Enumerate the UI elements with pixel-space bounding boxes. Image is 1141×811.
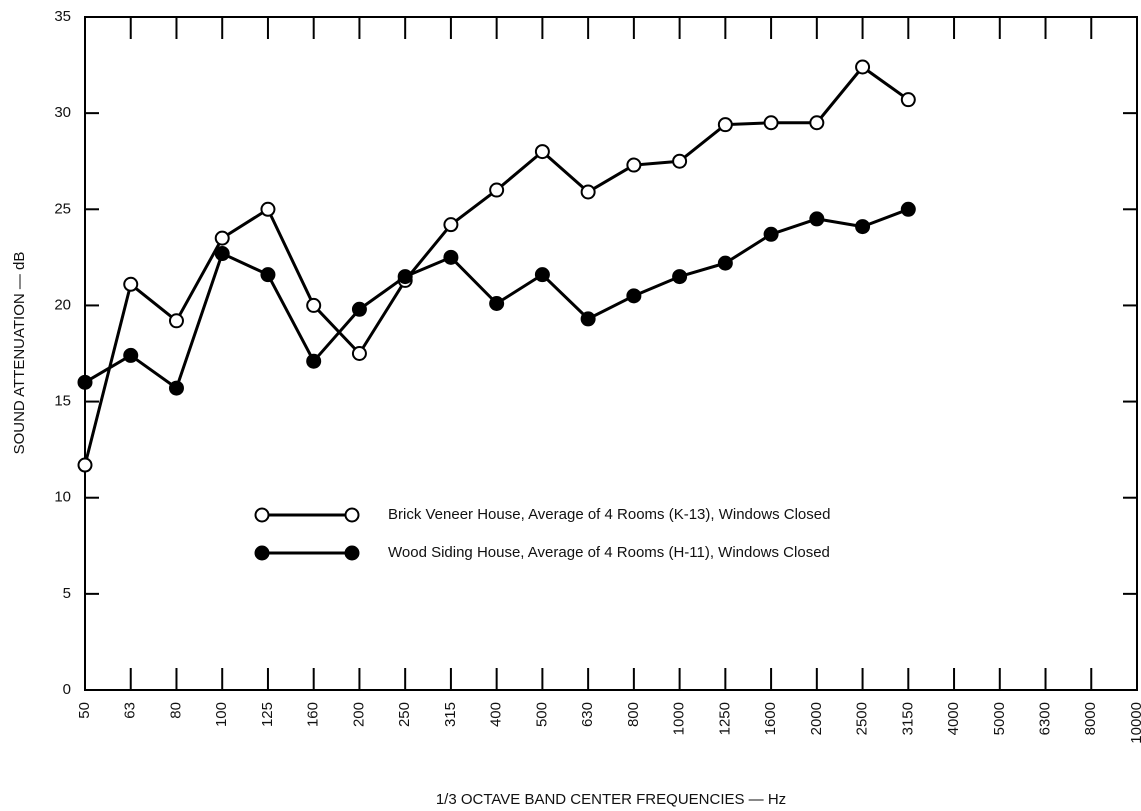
data-point	[489, 296, 505, 312]
legend-marker	[344, 545, 360, 561]
x-tick-label: 500	[533, 702, 550, 727]
x-tick-label: 5000	[991, 702, 1008, 735]
x-tick-label: 80	[167, 702, 184, 719]
data-point	[214, 230, 230, 246]
y-tick-label: 35	[54, 8, 71, 25]
x-tick-label: 1250	[716, 702, 733, 735]
data-point	[489, 182, 505, 198]
x-tick-label: 1000	[671, 702, 688, 735]
data-point	[306, 297, 322, 313]
data-point	[855, 59, 871, 75]
y-axis-label: SOUND ATTENUATION — dB	[11, 252, 28, 455]
series-line	[83, 65, 910, 466]
data-point	[626, 157, 642, 173]
data-point	[626, 288, 642, 304]
x-tick-label: 200	[350, 702, 367, 727]
legend-marker	[344, 507, 360, 523]
x-tick-label: 50	[76, 702, 93, 719]
y-tick-label: 20	[54, 296, 71, 313]
data-point	[809, 115, 825, 131]
x-tick-label: 125	[259, 702, 276, 727]
legend-marker	[254, 507, 270, 523]
data-point	[717, 255, 733, 271]
x-tick-label: 160	[305, 702, 322, 727]
data-point	[763, 115, 779, 131]
data-point	[306, 353, 322, 369]
data-point	[534, 267, 550, 283]
legend-marker	[254, 545, 270, 561]
x-tick-label: 2000	[808, 702, 825, 735]
data-point	[534, 144, 550, 160]
data-point	[672, 153, 688, 169]
data-point	[123, 276, 139, 292]
legend-label: Brick Veneer House, Average of 4 Rooms (…	[388, 506, 830, 523]
x-tick-label: 63	[122, 702, 139, 719]
data-point	[77, 374, 93, 390]
data-point	[900, 201, 916, 217]
data-point	[397, 269, 413, 285]
x-tick-label: 8000	[1082, 702, 1099, 735]
x-tick-label: 315	[442, 702, 459, 727]
data-point	[351, 301, 367, 317]
data-point	[580, 311, 596, 327]
x-tick-label: 2500	[854, 702, 871, 735]
data-point	[351, 346, 367, 361]
y-tick-label: 15	[54, 393, 71, 410]
data-point	[443, 249, 459, 265]
data-point	[763, 226, 779, 242]
x-tick-label: 6300	[1036, 702, 1053, 735]
y-tick-label: 30	[54, 104, 71, 121]
data-point	[672, 269, 688, 285]
legend-label: Wood Siding House, Average of 4 Rooms (H…	[388, 544, 830, 561]
data-point	[214, 246, 230, 262]
x-tick-label: 10000	[1128, 702, 1141, 744]
x-tick-label: 400	[488, 702, 505, 727]
x-tick-label: 3150	[899, 702, 916, 735]
x-tick-label: 4000	[945, 702, 962, 735]
x-tick-label: 800	[625, 702, 642, 727]
data-point	[123, 347, 139, 363]
y-tick-label: 0	[63, 681, 71, 698]
data-point	[443, 217, 459, 233]
data-point	[855, 219, 871, 235]
plot-frame	[84, 16, 1138, 691]
data-point	[168, 313, 184, 329]
data-point	[168, 380, 184, 396]
x-axis-label: 1/3 OCTAVE BAND CENTER FREQUENCIES — Hz	[436, 791, 786, 808]
y-tick-label: 25	[54, 200, 71, 217]
x-tick-label: 100	[213, 702, 230, 727]
data-point	[77, 457, 93, 473]
x-tick-label: 1600	[762, 702, 779, 735]
data-point	[260, 267, 276, 283]
data-point	[717, 117, 733, 133]
data-point	[809, 211, 825, 227]
y-tick-label: 10	[54, 489, 71, 506]
data-point	[580, 184, 596, 200]
x-tick-label: 630	[579, 702, 596, 727]
data-point	[260, 201, 276, 217]
data-point	[900, 92, 916, 108]
y-tick-label: 5	[63, 585, 71, 602]
x-tick-label: 250	[396, 702, 413, 727]
